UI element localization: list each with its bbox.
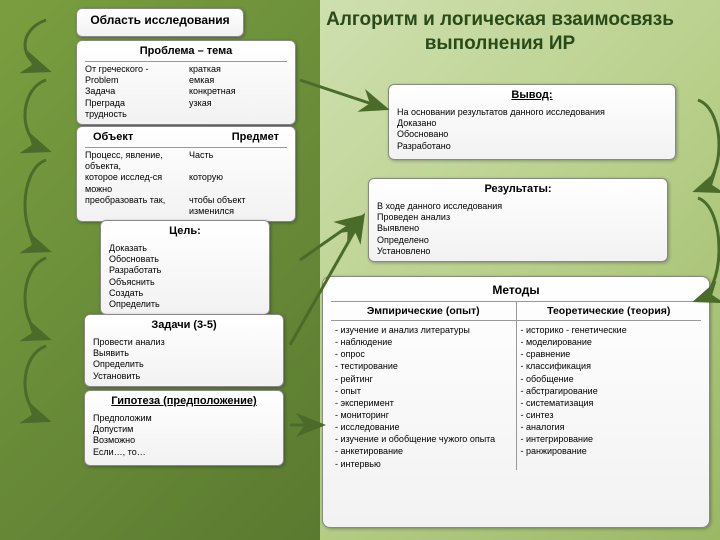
methods-sub-right: Теоретические (теория) [517,302,702,320]
box-body: От греческого -ProblemЗадачаПреградатруд… [85,64,287,120]
box-research-area: Область исследования [76,8,244,37]
methods-sub-left: Эмпирические (опыт) [331,302,517,320]
box-head: Цель: [109,225,261,241]
box-head: Объект Предмет [85,131,287,148]
box-object-subject: Объект Предмет Процесс, явление,объекта,… [76,126,296,222]
box-goal: Цель: ДоказатьОбосноватьРазработатьОбъяс… [100,220,270,315]
methods-body: - изучение и анализ литературы- наблюден… [331,321,701,470]
box-tasks: Задачи (3-5) Провести анализВыявитьОпред… [84,314,284,387]
box-head: Область исследования [85,13,235,30]
page-title: Алгоритм и логическая взаимосвязь выполн… [300,8,700,56]
object-head-left: Объект [85,131,186,145]
box-body: В ходе данного исследованияПроведен анал… [377,201,659,257]
box-problem: Проблема – тема От греческого -ProblemЗа… [76,40,296,125]
box-head: Вывод: [397,89,667,105]
box-body: Процесс, явление,объекта,которое исслед-… [85,150,287,218]
object-head-right: Предмет [186,131,287,145]
box-body: Провести анализВыявитьОпределитьУстанови… [93,337,275,382]
methods-subhead: Эмпирические (опыт) Теоретические (теори… [331,301,701,321]
box-body: ПредположимДопустимВозможноЕсли…, то… [93,413,275,458]
methods-head: Методы [331,283,701,297]
box-conclusion: Вывод: На основании результатов данного … [388,84,676,160]
box-head: Гипотеза (предположение) [93,395,275,411]
box-head: Результаты: [377,183,659,199]
box-results: Результаты: В ходе данного исследованияП… [368,178,668,262]
box-hypothesis: Гипотеза (предположение) ПредположимДопу… [84,390,284,466]
box-head: Задачи (3-5) [93,319,275,335]
box-methods: Методы Эмпирические (опыт) Теоретические… [322,276,710,528]
box-body: ДоказатьОбосноватьРазработатьОбъяснитьСо… [109,243,261,311]
box-body: На основании результатов данного исследо… [397,107,667,152]
box-head: Проблема – тема [85,45,287,62]
